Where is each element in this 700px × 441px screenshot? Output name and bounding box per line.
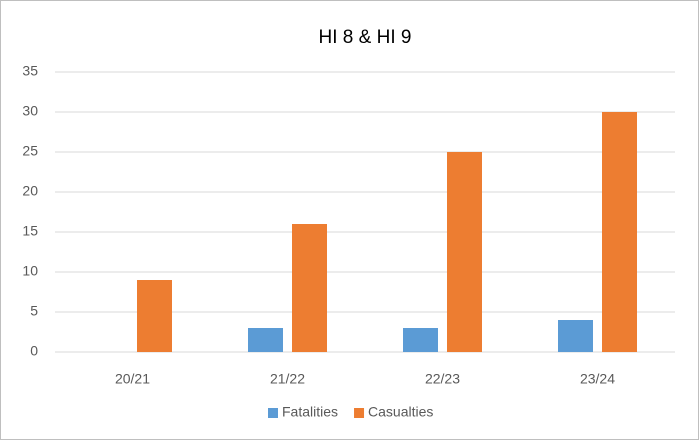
legend-label: Fatalities <box>282 404 338 420</box>
legend-swatch <box>354 408 365 418</box>
y-tick-label: 20 <box>22 183 38 199</box>
bar <box>248 328 283 352</box>
bar <box>292 224 327 352</box>
x-tick-label: 21/22 <box>270 371 305 387</box>
chart-title: HI 8 & HI 9 <box>319 27 412 48</box>
bar <box>137 280 172 352</box>
bar <box>558 320 593 352</box>
x-tick-label: 20/21 <box>115 371 150 387</box>
y-tick-label: 15 <box>22 223 38 239</box>
x-tick-label: 22/23 <box>425 371 460 387</box>
x-tick-label: 23/24 <box>580 371 615 387</box>
legend-label: Casualties <box>368 404 433 420</box>
y-tick-label: 25 <box>22 143 38 159</box>
bar <box>602 112 637 352</box>
y-tick-label: 30 <box>22 103 38 119</box>
bar <box>447 152 482 352</box>
y-tick-label: 35 <box>22 63 38 79</box>
y-tick-label: 5 <box>30 303 38 319</box>
legend-swatch <box>268 408 278 418</box>
y-tick-label: 10 <box>22 263 38 279</box>
bar <box>403 328 438 352</box>
y-tick-label: 0 <box>30 343 38 359</box>
